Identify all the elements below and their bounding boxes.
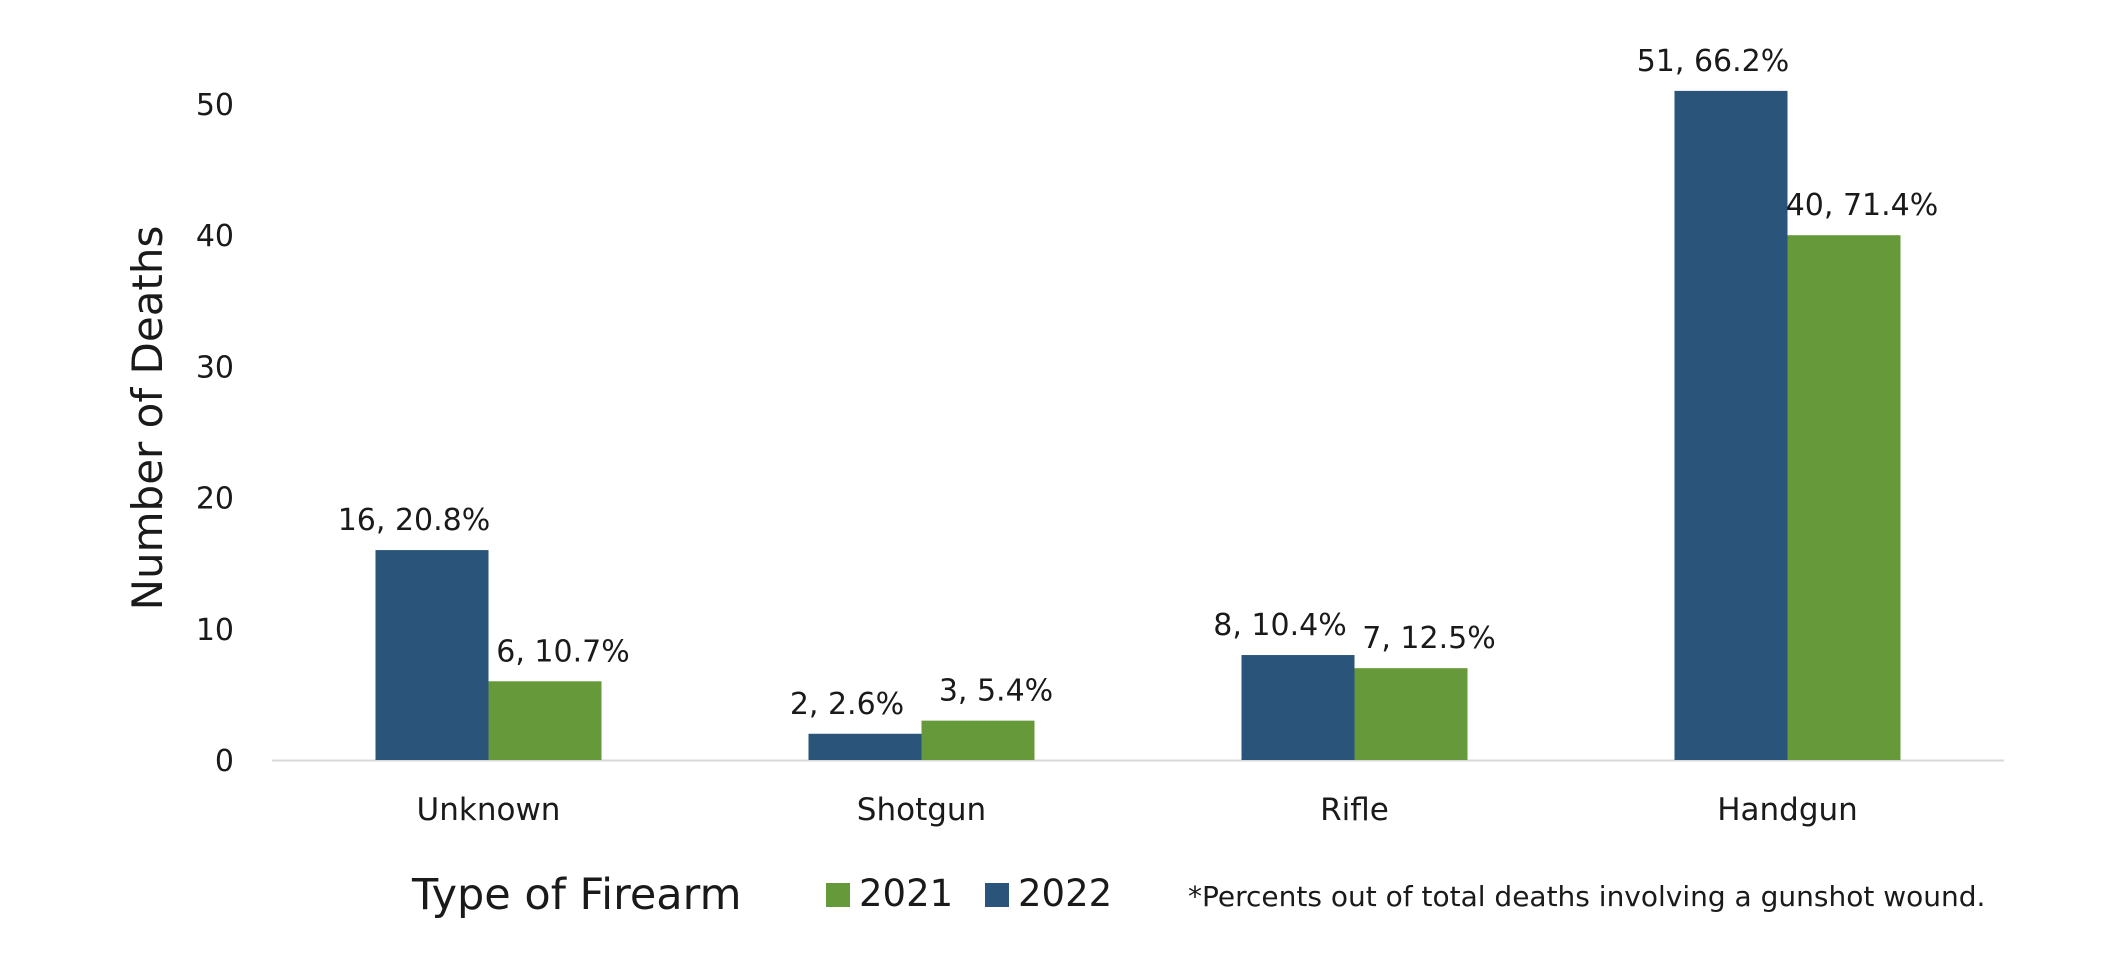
bar-rifle-2022 (1241, 655, 1355, 760)
data-label-rifle-2022: 8, 10.4% (1213, 608, 1346, 643)
data-label-handgun-2022: 51, 66.2% (1637, 44, 1790, 79)
x-axis-title: Type of Firearm (411, 870, 741, 920)
bar-shotgun-2021 (921, 720, 1035, 760)
y-tick-label-20: 20 (196, 482, 234, 517)
x-tick-label-handgun: Handgun (1717, 792, 1858, 828)
y-axis-ticks: 0 10 20 30 40 50 (196, 88, 234, 779)
data-label-rifle-2021: 7, 12.5% (1362, 621, 1495, 656)
bar-handgun-2022 (1674, 90, 1788, 760)
x-tick-label-unknown: Unknown (417, 792, 561, 828)
data-label-handgun-2021: 40, 71.4% (1786, 188, 1939, 223)
data-label-unknown-2022: 16, 20.8% (338, 503, 491, 538)
legend-label-2022: 2022 (1018, 872, 1112, 915)
x-tick-label-rifle: Rifle (1320, 792, 1389, 828)
y-tick-label-30: 30 (196, 350, 234, 385)
bar-handgun-2021 (1787, 235, 1901, 760)
data-labels-group: 16, 20.8% 6, 10.7% 2, 2.6% 3, 5.4% 8, 10.4% 7… (338, 44, 1939, 722)
bar-unknown-2021 (488, 681, 602, 760)
footnote: *Percents out of total deaths involving … (1188, 880, 1985, 913)
y-axis-title: Number of Deaths (123, 226, 172, 611)
bar-unknown-2022 (375, 550, 489, 760)
bar-shotgun-2022 (808, 733, 922, 760)
x-axis-tick-labels: Unknown Shotgun Rifle Handgun (417, 792, 1858, 828)
y-tick-label-0: 0 (215, 744, 234, 779)
legend-swatch-2022 (985, 883, 1009, 907)
legend-swatch-2021 (826, 883, 850, 907)
x-tick-label-shotgun: Shotgun (857, 792, 986, 828)
legend-label-2021: 2021 (859, 872, 953, 915)
data-label-shotgun-2021: 3, 5.4% (939, 674, 1053, 709)
legend: 2021 2022 (826, 872, 1112, 915)
bar-rifle-2021 (1354, 668, 1468, 760)
y-tick-label-40: 40 (196, 219, 234, 254)
data-label-shotgun-2022: 2, 2.6% (790, 687, 904, 722)
bars-group (375, 90, 1901, 760)
data-label-unknown-2021: 6, 10.7% (496, 634, 629, 669)
y-tick-label-10: 10 (196, 613, 234, 648)
y-tick-label-50: 50 (196, 88, 234, 123)
